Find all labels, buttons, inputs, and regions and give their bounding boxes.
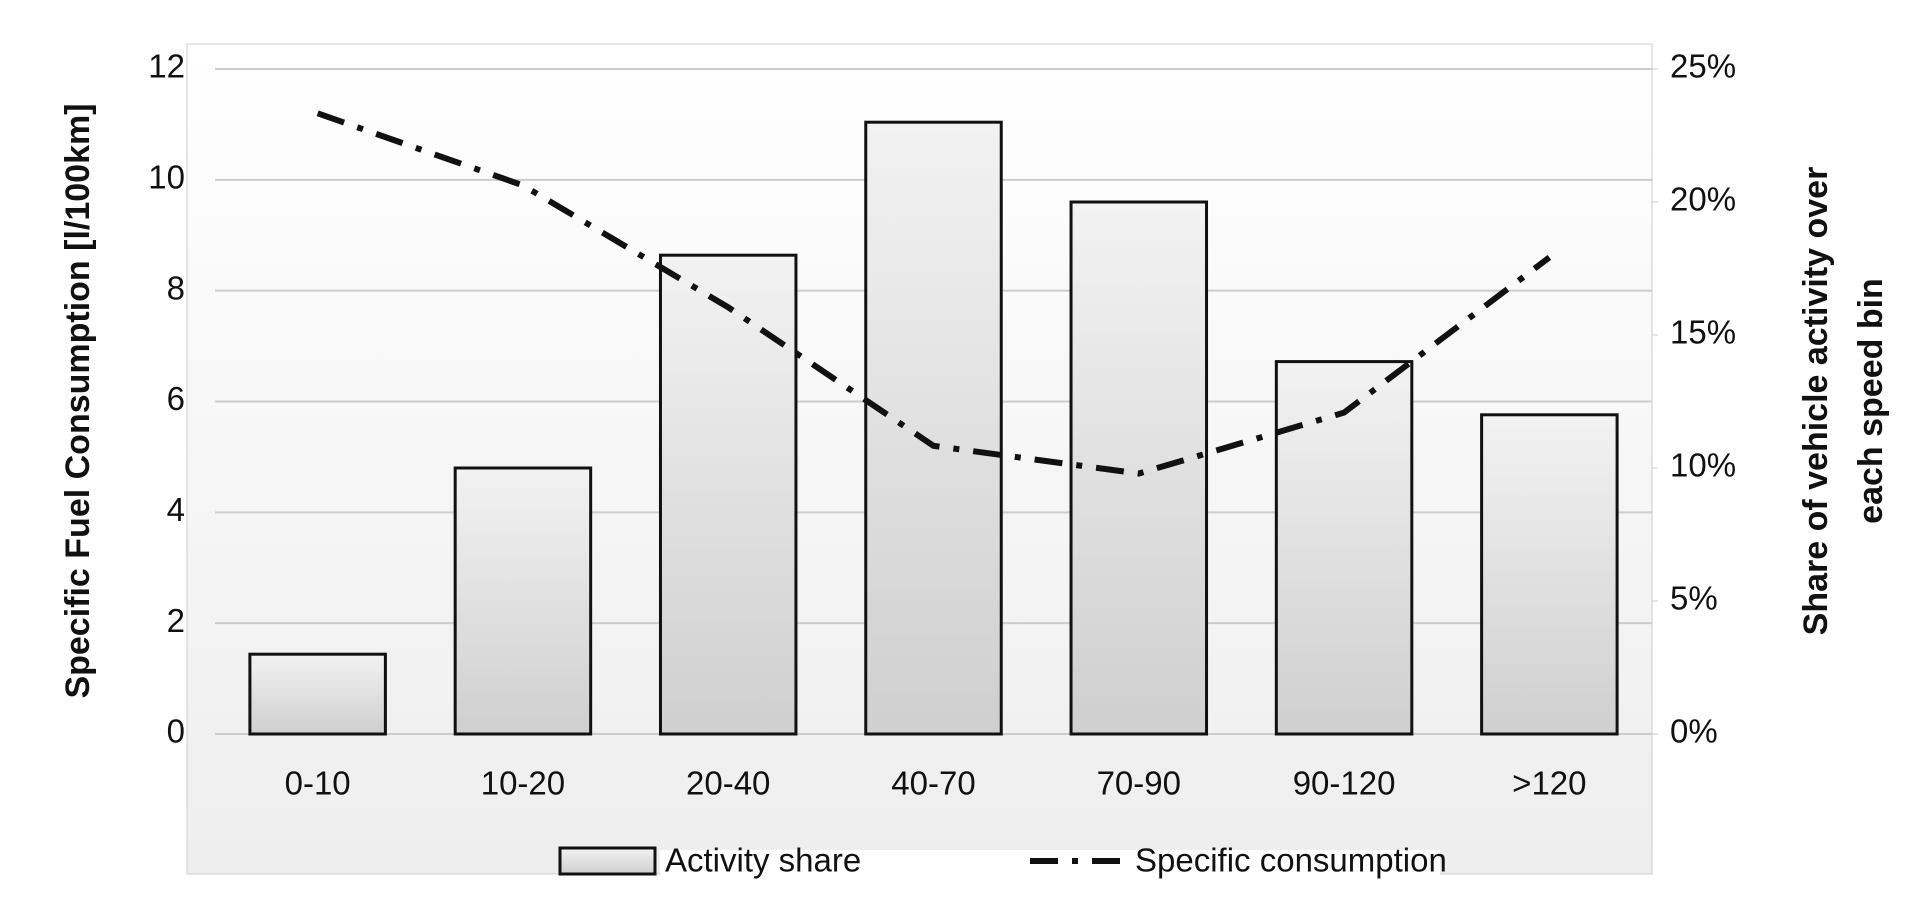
bar — [248, 652, 387, 736]
legend-label: Specific consumption — [1135, 842, 1447, 879]
y2-tick-label: 15% — [1670, 314, 1736, 351]
y2-axis-title: Share of vehicle activity over — [1797, 167, 1835, 636]
line — [316, 110, 1552, 477]
x-tick-label: 10-20 — [481, 765, 565, 802]
y2-axis-title: each speed bin — [1852, 278, 1890, 524]
bar — [658, 253, 798, 736]
y-axis-title: Specific Fuel Consumption [l/100km] — [59, 103, 97, 698]
y-tick-label: 2 — [167, 602, 185, 639]
x-tick-label: >120 — [1512, 765, 1586, 802]
legend-swatch — [558, 846, 657, 876]
y2-tick-label: 5% — [1670, 580, 1718, 617]
y2-tick-label: 0% — [1670, 713, 1718, 750]
y-tick-label: 12 — [148, 48, 185, 85]
bar — [1480, 413, 1619, 736]
y-tick-label: 0 — [167, 713, 185, 750]
bar — [1274, 360, 1414, 736]
bar — [864, 120, 1003, 736]
y2-tick-label: 25% — [1670, 48, 1736, 85]
y2-tick-label: 20% — [1670, 181, 1736, 218]
legend-label: Activity share — [665, 842, 861, 879]
x-tick-label: 20-40 — [686, 765, 770, 802]
bar — [453, 466, 593, 736]
y-tick-label: 4 — [167, 491, 185, 528]
x-tick-label: 70-90 — [1097, 765, 1181, 802]
y-tick-label: 10 — [148, 159, 185, 196]
x-tick-label: 90-120 — [1293, 765, 1396, 802]
y-tick-label: 6 — [167, 380, 185, 417]
y2-tick-label: 10% — [1670, 447, 1736, 484]
y-tick-label: 8 — [167, 269, 185, 306]
bar — [1069, 200, 1209, 736]
x-tick-label: 0-10 — [285, 765, 351, 802]
x-tick-label: 40-70 — [891, 765, 975, 802]
